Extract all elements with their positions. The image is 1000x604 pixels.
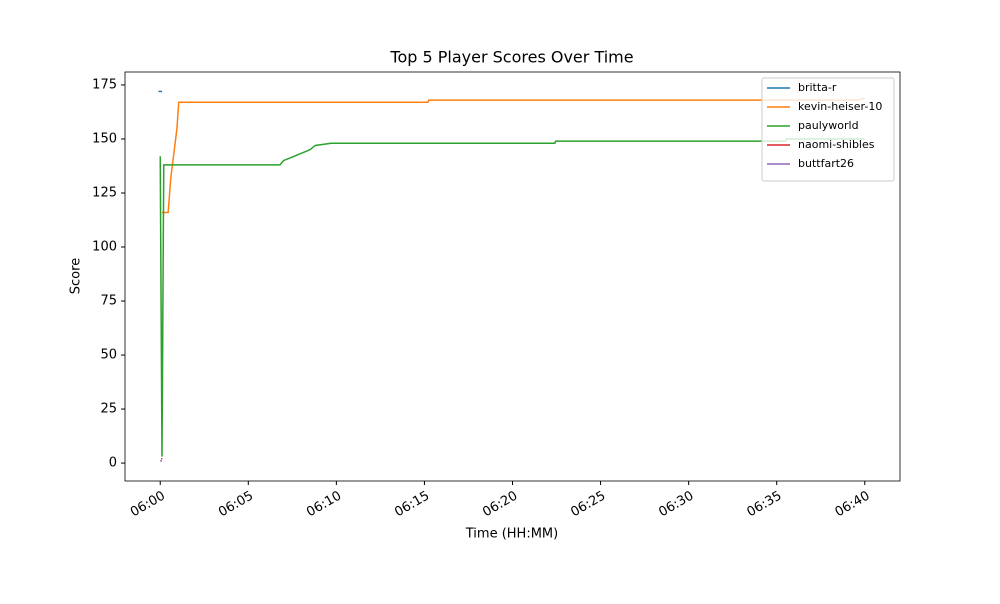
legend-label: kevin-heiser-10 — [798, 100, 882, 113]
x-tick-label: 06:05 — [216, 489, 256, 521]
legend-label: buttfart26 — [798, 157, 854, 170]
series-line — [161, 97, 865, 214]
y-tick-label: 25 — [100, 402, 117, 417]
legend-label: britta-r — [798, 81, 837, 94]
legend-label: naomi-shibles — [798, 138, 875, 151]
x-tick-label: 06:20 — [480, 489, 520, 521]
y-tick-label: 150 — [92, 131, 117, 146]
x-tick-label: 06:40 — [833, 489, 873, 521]
x-tick-label: 06:35 — [745, 489, 785, 521]
plot-frame — [124, 71, 901, 482]
legend-box — [761, 77, 895, 182]
y-tick-label: 125 — [92, 185, 117, 200]
y-axis-label: Score — [69, 258, 84, 294]
series-line — [159, 138, 865, 457]
chart-title: Top 5 Player Scores Over Time — [389, 48, 633, 67]
x-axis-label: Time (HH:MM) — [465, 527, 558, 542]
y-tick-label: 0 — [109, 456, 117, 471]
y-tick-label: 50 — [100, 348, 117, 363]
legend-label: paulyworld — [798, 119, 859, 132]
x-tick-label: 06:10 — [304, 489, 344, 521]
x-tick-label: 06:25 — [568, 489, 608, 521]
x-tick-label: 06:30 — [656, 489, 696, 521]
y-tick-label: 175 — [92, 77, 117, 92]
y-tick-label: 100 — [92, 240, 117, 255]
y-tick-label: 75 — [100, 294, 117, 309]
x-tick-label: 06:15 — [392, 489, 432, 521]
legend: britta-r kevin-heiser-10 paulyworld naomi-s… — [761, 77, 895, 182]
x-tick-label: 06:00 — [128, 489, 168, 521]
